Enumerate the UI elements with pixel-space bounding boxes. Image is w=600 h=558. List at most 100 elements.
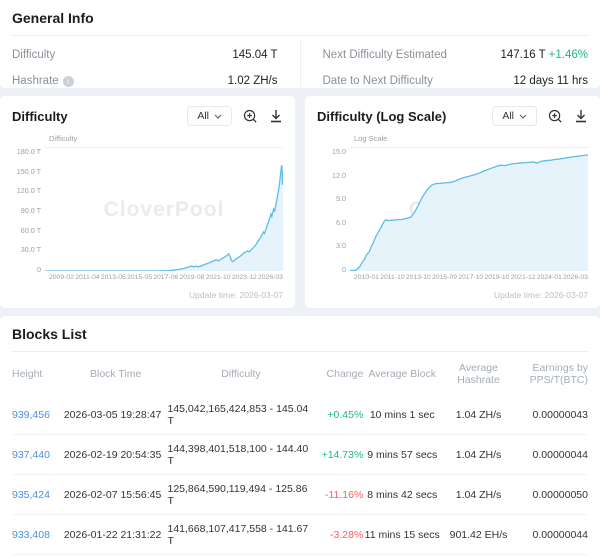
zoom-in-button[interactable] bbox=[548, 109, 563, 124]
x-tick-label: 2011-04 bbox=[75, 274, 100, 281]
date-to-next-difficulty-row: Date to Next Difficulty 12 days 11 hrs bbox=[323, 68, 589, 94]
x-tick-label: 2013-05 bbox=[100, 274, 126, 281]
chart-title: Difficulty bbox=[12, 108, 68, 124]
download-button[interactable] bbox=[269, 109, 283, 123]
y-axis-ticks: 15.0 12.0 9.0 6.0 3.0 0 bbox=[317, 147, 350, 274]
chart-plot[interactable]: CloverPool bbox=[45, 147, 283, 271]
y-tick-label: 0 bbox=[37, 264, 41, 274]
x-tick-label: 2024-01 bbox=[536, 274, 562, 281]
y-tick-label: 150.0 T bbox=[16, 166, 41, 176]
update-time: Update time: 2026-03-07 bbox=[188, 290, 283, 300]
difficulty-change: -11.16% bbox=[314, 474, 364, 515]
y-tick-label: 6.0 bbox=[336, 217, 346, 227]
x-axis-ticks: 2009-02 2011-04 2013-05 2015-05 2017-06 2019-… bbox=[49, 274, 283, 281]
difficulty-change: +0.45% bbox=[327, 409, 364, 421]
y-tick-label: 60.0 T bbox=[20, 225, 41, 235]
general-info-right-column: Next Difficulty Estimated 147.16 T +1.46%… bbox=[299, 40, 589, 94]
block-height-link[interactable]: 933,408 bbox=[12, 529, 50, 541]
table-row: 939,456 2026-03-05 19:28:47 145,042,165,42… bbox=[12, 395, 588, 435]
average-block-time: 9 mins 57 secs bbox=[363, 434, 442, 475]
block-height: 931,392 bbox=[12, 554, 64, 558]
column-header: Average Block bbox=[368, 368, 436, 380]
block-time: 2026-01-08 10:05:43 bbox=[63, 554, 168, 558]
block-time: 2026-02-19 20:54:35 bbox=[63, 434, 168, 475]
next-difficulty-row: Next Difficulty Estimated 147.16 T +1.46% bbox=[323, 42, 589, 68]
difficulty-row: Difficulty 145.04 T bbox=[12, 42, 278, 68]
difficulty-log-chart-card: Difficulty (Log Scale) All Log Scale 15.… bbox=[305, 96, 600, 308]
x-tick-label: 2021-12 bbox=[510, 274, 536, 281]
charts-row: Difficulty All Difficulty 180.0 T 150.0 T… bbox=[0, 96, 600, 308]
chart-header: Difficulty All bbox=[12, 106, 283, 126]
block-difficulty: 145,042,165,424,853 - 145.04 T bbox=[167, 403, 309, 427]
x-tick-label: 2017-10 bbox=[458, 274, 484, 281]
x-tick-label: 2026-03 bbox=[258, 274, 283, 281]
info-icon[interactable]: i bbox=[62, 75, 74, 87]
column-header: Earnings by PPS/T(BTC) bbox=[529, 362, 588, 386]
plot-area-wrap: 15.0 12.0 9.0 6.0 3.0 0 CloverPool bbox=[317, 147, 588, 274]
block-height-link[interactable]: 935,424 bbox=[12, 489, 50, 501]
chart-title: Difficulty (Log Scale) bbox=[317, 108, 447, 124]
average-block-time: 11 mins 15 secs bbox=[363, 514, 442, 555]
earnings-pps: 0.00000050 bbox=[515, 474, 588, 515]
x-tick-label: 2009-02 bbox=[49, 274, 74, 281]
column-header: Difficulty bbox=[221, 368, 261, 380]
block-difficulty: 125,864,590,119,494 - 125.86 T bbox=[167, 474, 315, 515]
average-hashrate: 1.01 ZH/s bbox=[441, 554, 516, 558]
chart-plot[interactable]: CloverPool bbox=[350, 147, 588, 271]
download-icon bbox=[271, 110, 281, 123]
download-icon bbox=[576, 110, 586, 123]
date-to-next-difficulty-value: 12 days 11 hrs bbox=[513, 75, 588, 87]
block-height: 937,440 bbox=[12, 434, 64, 475]
y-tick-label: 120.0 T bbox=[16, 186, 41, 196]
y-axis-ticks: 180.0 T 150.0 T 120.0 T 90.0 T 60.0 T 30.0 T 0 bbox=[12, 147, 45, 274]
table-row: 935,424 2026-02-07 15:56:45 125,864,590,11… bbox=[12, 474, 588, 515]
range-select[interactable]: All bbox=[492, 106, 537, 126]
column-header: Block Time bbox=[89, 368, 142, 380]
difficulty-label: Difficulty bbox=[12, 49, 56, 61]
zoom-in-button[interactable] bbox=[243, 109, 258, 124]
chart-controls: All bbox=[187, 106, 283, 126]
difficulty-change: -1.20% bbox=[314, 554, 364, 558]
y-tick-label: 3.0 bbox=[336, 241, 346, 251]
block-difficulty: 144,398,401,518,100 - 144.40 T bbox=[167, 434, 315, 475]
x-tick-label: 2015-09 bbox=[432, 274, 458, 281]
earnings-pps: 0.00000044 bbox=[515, 514, 588, 555]
plot-area-wrap: 180.0 T 150.0 T 120.0 T 90.0 T 60.0 T 30.0 T 0… bbox=[12, 147, 283, 274]
table-row: 937,440 2026-02-19 20:54:35 144,398,401,51… bbox=[12, 434, 588, 475]
hashrate-row: Hashrate i 1.02 ZH/s bbox=[12, 68, 278, 94]
column-header: Height bbox=[12, 368, 43, 380]
y-tick-label: 9.0 bbox=[336, 194, 346, 204]
x-tick-label: 2010-01 bbox=[354, 274, 379, 281]
difficulty-value: 145.04 T bbox=[232, 49, 278, 61]
block-time: 2026-03-05 19:28:47 bbox=[63, 409, 162, 421]
block-height: 939,456 bbox=[12, 395, 64, 435]
block-height-link[interactable]: 939,456 bbox=[12, 409, 50, 421]
blocks-list-section: Blocks List Height Block Time Difficulty Ch… bbox=[0, 316, 600, 558]
y-tick-label: 0 bbox=[342, 264, 346, 274]
table-header-row: Height Block Time Difficulty Change Average … bbox=[12, 352, 588, 395]
watermark: CloverPool bbox=[103, 197, 225, 221]
x-tick-label: 2011-10 bbox=[380, 274, 405, 281]
download-button[interactable] bbox=[574, 109, 588, 123]
x-tick-label: 2019-10 bbox=[484, 274, 510, 281]
chart-controls: All bbox=[492, 106, 588, 126]
date-to-next-difficulty-label: Date to Next Difficulty bbox=[322, 75, 433, 87]
chevron-down-icon bbox=[519, 114, 527, 119]
table-row: 933,408 2026-01-22 21:31:22 141,668,107,41… bbox=[12, 514, 588, 555]
x-tick-label: 2017-06 bbox=[153, 274, 179, 281]
x-axis-ticks: 2010-01 2011-10 2013-10 2015-09 2017-10 2019-… bbox=[354, 274, 588, 281]
x-tick-label: 2019-08 bbox=[179, 274, 205, 281]
block-height-link[interactable]: 937,440 bbox=[12, 449, 50, 461]
hashrate-value: 1.02 ZH/s bbox=[227, 75, 278, 87]
range-select[interactable]: All bbox=[187, 106, 232, 126]
general-info-left-column: Difficulty 145.04 T Hashrate i 1.02 ZH/s bbox=[12, 40, 300, 94]
x-tick-label: 2013-10 bbox=[405, 274, 431, 281]
next-difficulty-delta: +1.46% bbox=[548, 49, 588, 61]
block-time: 2026-01-22 21:31:22 bbox=[63, 514, 168, 555]
area-chart bbox=[350, 148, 588, 271]
section-divider bbox=[12, 35, 588, 36]
general-info-grid: Difficulty 145.04 T Hashrate i 1.02 ZH/s… bbox=[12, 40, 588, 94]
area-chart bbox=[45, 148, 283, 271]
y-tick-label: 12.0 bbox=[332, 170, 346, 180]
next-difficulty-value: 147.16 T +1.46% bbox=[500, 49, 588, 61]
